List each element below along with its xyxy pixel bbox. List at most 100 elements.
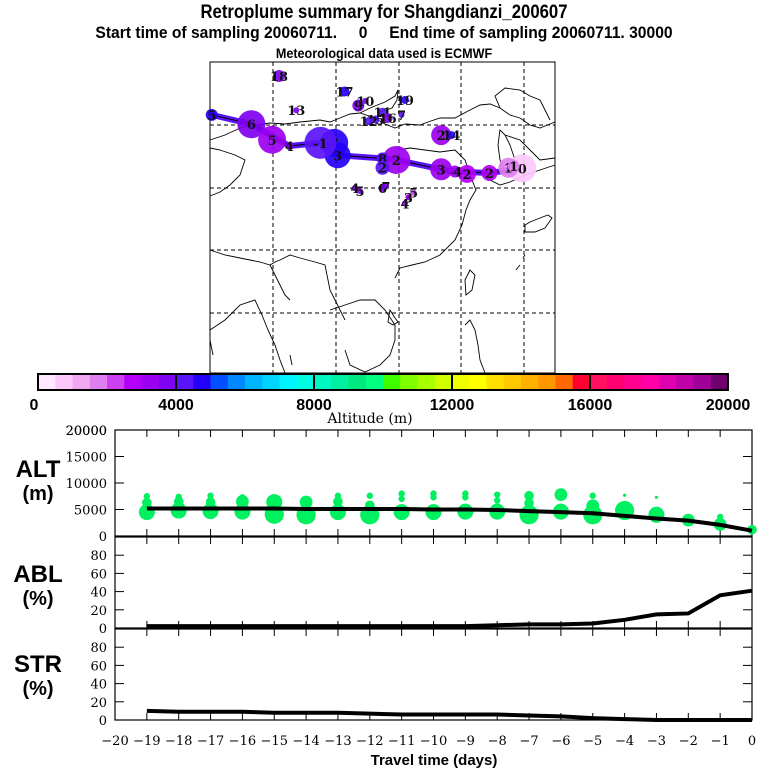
- meteo-data-subtitle: Meteorological data used is ECMWF: [275, 45, 493, 61]
- colorbar-swatch: [72, 374, 91, 390]
- alt-cluster-dot: [462, 490, 469, 497]
- colorbar-swatch: [55, 374, 73, 390]
- plume-cluster-label: 3: [404, 191, 413, 206]
- plume-cluster-label: 13: [287, 104, 305, 119]
- plume-cluster-circle: [458, 164, 477, 183]
- chart-title: Retroplume summary for Shangdianzi_20060…: [200, 2, 568, 23]
- x-tick-label: −4: [615, 734, 634, 749]
- colorbar-swatch: [607, 374, 625, 390]
- colorbar-swatch: [503, 374, 522, 390]
- x-tick-label: −12: [356, 734, 383, 749]
- x-tick-label: −3: [647, 734, 666, 749]
- alt-cluster-dot: [366, 492, 373, 499]
- plume-cluster-circle: [378, 107, 387, 116]
- alt-cluster-dot: [524, 490, 534, 501]
- y-tick-label: 0: [99, 530, 107, 545]
- plume-cluster-label: 18: [270, 70, 288, 85]
- x-axis-title: Travel time (days): [371, 752, 498, 768]
- alt-cluster-dot: [654, 495, 659, 499]
- alt-cluster-dot: [205, 497, 216, 507]
- plume-cluster-circle: [362, 97, 369, 104]
- plume-cluster-circle: [398, 111, 405, 118]
- abl-panel: 0 20 40 60 80 ABL(%): [13, 536, 753, 637]
- x-tick-label: −1: [711, 734, 730, 749]
- alt-cluster-dot: [333, 496, 343, 507]
- plume-cluster-label: 6: [247, 118, 256, 133]
- plume-cluster-label: 19: [396, 94, 414, 109]
- y-tick-label: 5000: [74, 504, 107, 519]
- colorbar-tick-label: 0: [30, 397, 39, 414]
- x-tick-label: −10: [420, 734, 447, 749]
- colorbar-swatch: [400, 374, 418, 390]
- plume-cluster-label: 1: [509, 160, 518, 175]
- colorbar-swatch: [590, 374, 608, 390]
- colorbar-swatch: [383, 374, 401, 390]
- plume-cluster-circle: [364, 117, 373, 126]
- alt-cluster-dot: [398, 490, 405, 497]
- alt-cluster-dot: [271, 494, 278, 501]
- plume-cluster-circle: [481, 165, 498, 182]
- plume-cluster-label: 7: [397, 109, 406, 124]
- colorbar-tick-label: 8000: [296, 397, 332, 414]
- plume-cluster-label: 3: [333, 149, 342, 164]
- panel-ylabel-unit: (%): [22, 678, 53, 700]
- plume-cluster-label: 10: [356, 95, 374, 110]
- plume-cluster-label: 4: [400, 198, 409, 213]
- colorbar-swatch: [193, 374, 211, 390]
- x-tick-label: −20: [101, 734, 128, 749]
- colorbar-tick-label: 20000: [706, 397, 751, 414]
- alt-cluster-dot: [239, 494, 246, 501]
- plume-cluster-circle: [357, 188, 364, 195]
- y-tick-label: 0: [99, 622, 107, 637]
- plume-cluster-label: 6: [378, 182, 387, 197]
- x-tick-label: −7: [519, 734, 538, 749]
- colorbar-swatch: [486, 374, 505, 390]
- colorbar-tick-label: 12000: [430, 397, 475, 414]
- panel-ylabel: ALT: [16, 456, 61, 483]
- alt-cluster-dot: [430, 490, 437, 497]
- colorbar-frame: [37, 373, 729, 391]
- colorbar-swatch: [469, 374, 487, 390]
- plume-cluster-circle: [304, 126, 337, 159]
- plume-clusters: 01122-43282734-1655214139101115161274567…: [205, 69, 537, 213]
- colorbar-swatch: [141, 374, 160, 390]
- alt-cluster-dot: [266, 494, 283, 511]
- colorbar-tick-label: 16000: [568, 397, 613, 414]
- plume-cluster-label: 4: [350, 182, 359, 197]
- plume-cluster-circle: [400, 95, 409, 104]
- colorbar-swatch: [365, 374, 384, 390]
- colorbar-swatch: [107, 374, 125, 390]
- y-tick-label: 60: [90, 567, 107, 582]
- colorbar-swatch: [348, 374, 367, 390]
- plume-cluster-circle: [352, 99, 365, 112]
- colorbar-swatch: [296, 374, 315, 390]
- colorbar-swatch: [624, 374, 643, 390]
- alt-cluster-dot: [393, 504, 410, 521]
- plume-cluster-label: 2: [392, 154, 401, 169]
- colorbar-swatch: [331, 374, 349, 390]
- x-tick-label: −15: [261, 734, 288, 749]
- plume-cluster-label: 0: [518, 162, 527, 177]
- colorbar-swatch: [417, 374, 436, 390]
- alt-cluster-dot: [494, 491, 501, 498]
- colorbar-swatch: [434, 374, 453, 390]
- panel-frame: [114, 628, 753, 721]
- plume-cluster-circle: [273, 69, 285, 82]
- plume-cluster-circle: [430, 158, 453, 181]
- plume-cluster-label: 12: [360, 115, 378, 130]
- y-tick-label: 15000: [66, 451, 107, 466]
- series-line: [146, 708, 752, 722]
- plume-cluster-label: 5: [409, 187, 418, 202]
- plume-cluster-circle: [205, 108, 218, 121]
- plume-cluster-label: 5: [207, 109, 216, 124]
- plume-cluster-label: 2: [485, 167, 494, 182]
- colorbar-swatch: [279, 374, 298, 390]
- alt-cluster-dot: [524, 498, 534, 508]
- colorbar-tick-label: 4000: [158, 397, 194, 414]
- plume-cluster-label: 2: [437, 129, 446, 144]
- colorbar-swatch: [124, 374, 142, 390]
- panel-ylabel-unit: (m): [22, 483, 53, 505]
- plume-cluster-circle: [382, 112, 393, 123]
- colorbar-swatch: [89, 374, 108, 390]
